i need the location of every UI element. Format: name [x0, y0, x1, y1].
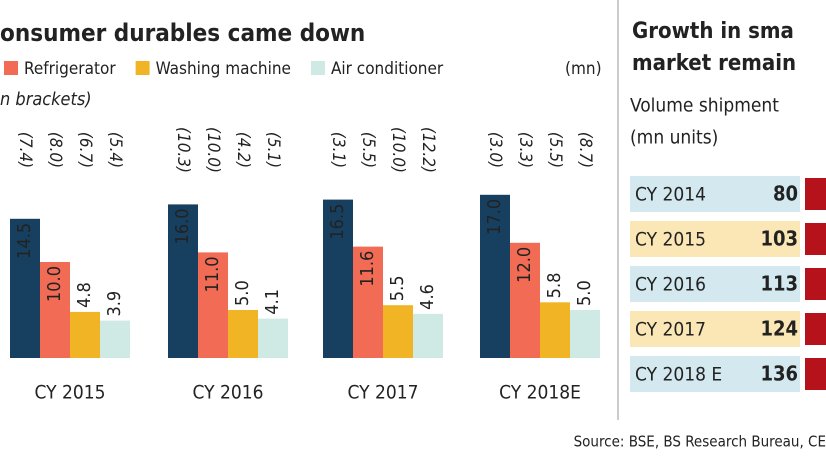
legend-label: Air conditioner [331, 59, 444, 79]
value-label: 5.0 [574, 280, 595, 306]
value-label: 4.8 [74, 282, 95, 308]
growth-label: (3.0) [485, 132, 505, 168]
source: Source: BSE, BS Research Bureau, CE [574, 433, 826, 451]
bar [198, 252, 228, 358]
value-label: 14.5 [14, 223, 35, 259]
row-label: CY 2018 E [635, 364, 722, 386]
bar [258, 318, 288, 358]
x-tick-label: CY 2016 [193, 382, 264, 404]
growth-label: (4.2) [233, 132, 253, 168]
value-label: 4.1 [262, 289, 283, 315]
row-bar [805, 313, 826, 345]
legend-swatch [310, 61, 325, 75]
bar [323, 199, 353, 358]
growth-label: (5.4) [105, 132, 125, 168]
value-label: 16.0 [172, 208, 193, 244]
growth-label: (10.0) [388, 127, 408, 173]
chart-title: onsumer durables came down [0, 19, 365, 47]
row-label: CY 2017 [635, 319, 706, 341]
table-title: Growth in sma [632, 19, 794, 44]
value-label: 12.0 [514, 247, 535, 283]
growth-label: (5.5) [358, 132, 378, 168]
table-row [630, 311, 800, 347]
growth-label: (8.0) [45, 132, 65, 168]
row-value: 136 [760, 362, 798, 386]
growth-label: (3.3) [515, 132, 535, 168]
bar [383, 305, 413, 358]
bar [570, 310, 600, 358]
row-label: CY 2016 [635, 274, 706, 296]
table-row [630, 221, 800, 257]
growth-label: (10.3) [173, 127, 193, 173]
value-label: 17.0 [484, 199, 505, 235]
x-tick-label: CY 2017 [348, 382, 419, 404]
bar [100, 320, 130, 358]
value-label: 5.5 [387, 275, 408, 301]
legend-label: Washing machine [156, 59, 291, 79]
table-row [630, 266, 800, 302]
value-label: 11.6 [357, 251, 378, 287]
table-row [630, 356, 800, 392]
row-label: CY 2015 [635, 229, 706, 251]
growth-label: (10.0) [203, 127, 223, 173]
bar [228, 310, 258, 358]
growth-label: (8.7) [575, 132, 595, 168]
x-tick-label: CY 2015 [35, 382, 106, 404]
value-label: 11.0 [202, 256, 223, 292]
row-value: 124 [760, 317, 798, 341]
row-value: 103 [760, 227, 798, 251]
unit-label: (mn) [565, 59, 602, 79]
value-label: 16.5 [327, 204, 348, 240]
value-label: 5.8 [544, 273, 565, 299]
bar [540, 302, 570, 358]
row-value: 113 [760, 272, 798, 296]
bar [413, 313, 443, 358]
table-row [630, 176, 800, 212]
value-label: 3.9 [104, 291, 125, 317]
bar [70, 311, 100, 358]
table-title: market remain [632, 51, 796, 76]
legend-label: Refrigerator [24, 59, 116, 79]
legend-swatch [4, 61, 18, 75]
bar [168, 204, 198, 358]
growth-label: (3.1) [328, 132, 348, 168]
x-tick-label: CY 2018E [499, 382, 581, 404]
legend-swatch [135, 61, 150, 75]
bar [480, 194, 510, 358]
value-label: 4.6 [417, 284, 438, 310]
growth-label: (6.7) [75, 132, 95, 168]
row-bar [805, 358, 826, 390]
table-subtitle: Volume shipment [630, 95, 779, 117]
growth-label: (12.2) [418, 127, 438, 173]
value-label: 5.0 [232, 280, 253, 306]
bar [353, 246, 383, 358]
value-label: 10.0 [44, 266, 65, 302]
chart-subtitle: n brackets) [0, 89, 92, 110]
growth-label: (7.4) [15, 132, 35, 168]
row-bar [805, 223, 826, 255]
bar [10, 218, 40, 358]
growth-label: (5.1) [263, 132, 283, 168]
row-bar [805, 178, 826, 210]
row-value: 80 [773, 182, 798, 206]
row-bar [805, 268, 826, 300]
growth-label: (5.5) [545, 132, 565, 168]
bar [40, 262, 70, 358]
table-subtitle: (mn units) [630, 127, 718, 149]
bar [510, 242, 540, 358]
row-label: CY 2014 [635, 184, 706, 206]
